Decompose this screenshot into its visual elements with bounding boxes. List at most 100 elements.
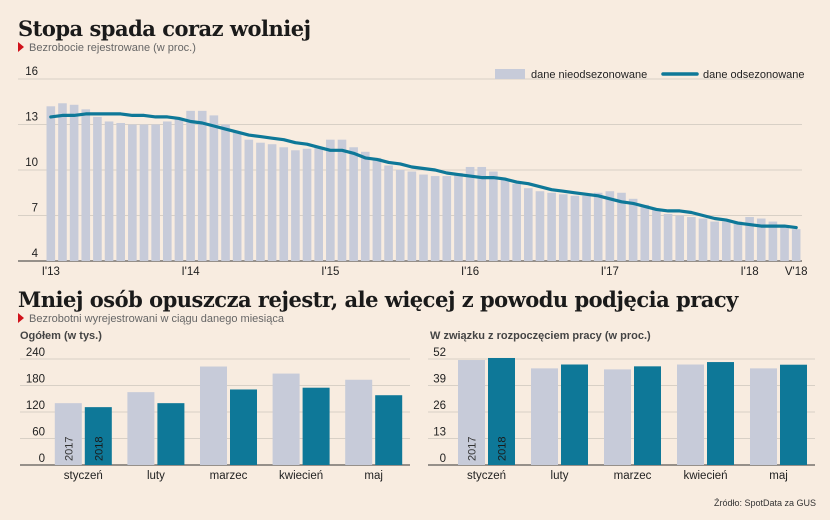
bottom-section-title: Mniej osób opuszcza rejestr, ale więcej … bbox=[18, 287, 738, 312]
bar-2017 bbox=[272, 373, 300, 465]
series-label-2017: 2017 bbox=[467, 437, 479, 461]
bar-2017 bbox=[127, 392, 155, 465]
y-tick-label: 39 bbox=[433, 374, 446, 386]
bar-nsa bbox=[186, 110, 195, 261]
series-label-2018: 2018 bbox=[93, 437, 105, 461]
bar-nsa bbox=[209, 115, 219, 262]
top-chart-title: Stopa spada coraz wolniej bbox=[18, 16, 311, 41]
bar-nsa bbox=[291, 150, 300, 261]
bar-nsa bbox=[558, 194, 568, 261]
y-tick-label: 180 bbox=[26, 374, 45, 386]
category-label: marzec bbox=[614, 470, 652, 482]
bar-2017 bbox=[750, 368, 777, 465]
bar-nsa bbox=[524, 188, 533, 261]
bar-nsa bbox=[360, 151, 370, 261]
bar-nsa bbox=[139, 124, 149, 261]
y-tick-label: 0 bbox=[440, 453, 446, 465]
y-tick-label: 0 bbox=[39, 453, 45, 465]
bar-2018 bbox=[780, 364, 807, 465]
bar-nsa bbox=[605, 191, 615, 261]
bar-nsa bbox=[721, 221, 731, 261]
triangle-marker-icon bbox=[18, 42, 24, 52]
category-label: luty bbox=[147, 470, 165, 482]
y-tick-label: 240 bbox=[26, 347, 45, 359]
bar-nsa bbox=[279, 147, 289, 261]
bar-2017 bbox=[345, 379, 373, 465]
bar-nsa bbox=[698, 218, 708, 261]
bar-nsa bbox=[244, 139, 254, 261]
bar-2018 bbox=[230, 389, 257, 465]
category-label: styczeń bbox=[467, 470, 506, 482]
bar-nsa bbox=[326, 139, 335, 261]
bar-nsa bbox=[582, 195, 591, 261]
bar-2018 bbox=[707, 362, 734, 465]
bar-nsa bbox=[162, 121, 172, 261]
bar-nsa bbox=[442, 176, 452, 261]
series-label-2018: 2018 bbox=[497, 437, 509, 461]
bar-nsa bbox=[489, 171, 498, 261]
bar-nsa bbox=[116, 122, 126, 261]
y-tick-label: 13 bbox=[433, 427, 446, 439]
bar-nsa bbox=[46, 106, 56, 261]
x-tick-label: I'13 bbox=[42, 266, 60, 278]
bar-nsa bbox=[617, 192, 626, 261]
legend-label-nsa: dane nieodsezonowane bbox=[531, 69, 647, 81]
category-label: kwiecień bbox=[279, 470, 323, 482]
series-label-2017: 2017 bbox=[63, 437, 75, 461]
y-tick-label: 52 bbox=[433, 347, 446, 359]
bar-nsa bbox=[535, 191, 545, 261]
top-chart-subtitle-text: Bezrobocie rejestrowane (w proc.) bbox=[29, 42, 196, 54]
y-tick-label: 13 bbox=[25, 112, 38, 124]
bar-nsa bbox=[128, 124, 137, 261]
bar-nsa bbox=[652, 209, 661, 261]
bar-nsa bbox=[570, 195, 580, 261]
bar-nsa bbox=[104, 121, 114, 261]
bar-nsa bbox=[151, 124, 160, 261]
bar-2018 bbox=[302, 387, 330, 465]
y-tick-label: 10 bbox=[25, 157, 38, 169]
bar-nsa bbox=[593, 192, 603, 261]
bar-nsa bbox=[675, 215, 685, 261]
category-label: marzec bbox=[210, 470, 248, 482]
bottom-section-subtitle-text: Bezrobotni wyrejestrowani w ciągu danego… bbox=[29, 313, 284, 325]
bar-nsa bbox=[454, 173, 463, 261]
bar-nsa bbox=[69, 104, 79, 262]
bar-nsa bbox=[302, 148, 312, 261]
bar-nsa bbox=[710, 221, 719, 261]
bar-2018 bbox=[84, 407, 112, 465]
bar-nsa bbox=[477, 166, 487, 261]
bar-nsa bbox=[465, 166, 475, 261]
bar-nsa bbox=[174, 118, 184, 261]
bar-nsa bbox=[756, 218, 766, 261]
bar-nsa bbox=[733, 221, 743, 261]
bar-nsa bbox=[256, 142, 265, 261]
bar-2017 bbox=[200, 366, 227, 465]
bar-nsa bbox=[267, 144, 277, 261]
left-panel-title: Ogółem (w tys.) bbox=[20, 330, 102, 342]
x-tick-label: I'17 bbox=[601, 266, 619, 278]
bar-nsa bbox=[780, 226, 789, 261]
bar-2018 bbox=[488, 357, 515, 465]
bar-nsa bbox=[337, 139, 347, 261]
bar-nsa bbox=[395, 170, 405, 261]
category-label: kwiecień bbox=[683, 470, 727, 482]
bar-nsa bbox=[512, 183, 521, 261]
bar-nsa bbox=[221, 124, 230, 261]
bar-2018 bbox=[634, 366, 661, 465]
bar-nsa bbox=[81, 109, 91, 261]
bar-nsa bbox=[768, 221, 778, 261]
x-tick-label: V'18 bbox=[785, 266, 808, 278]
bar-nsa bbox=[640, 204, 650, 261]
bar-2017 bbox=[531, 368, 558, 465]
bar-2017 bbox=[604, 369, 631, 465]
bar-nsa bbox=[628, 198, 638, 261]
bar-nsa bbox=[407, 171, 417, 261]
y-tick-label: 26 bbox=[433, 400, 446, 412]
bar-nsa bbox=[791, 229, 801, 261]
y-tick-label: 7 bbox=[32, 203, 38, 215]
bar-nsa bbox=[687, 217, 696, 261]
bar-nsa bbox=[547, 192, 556, 261]
bar-2018 bbox=[157, 403, 185, 465]
